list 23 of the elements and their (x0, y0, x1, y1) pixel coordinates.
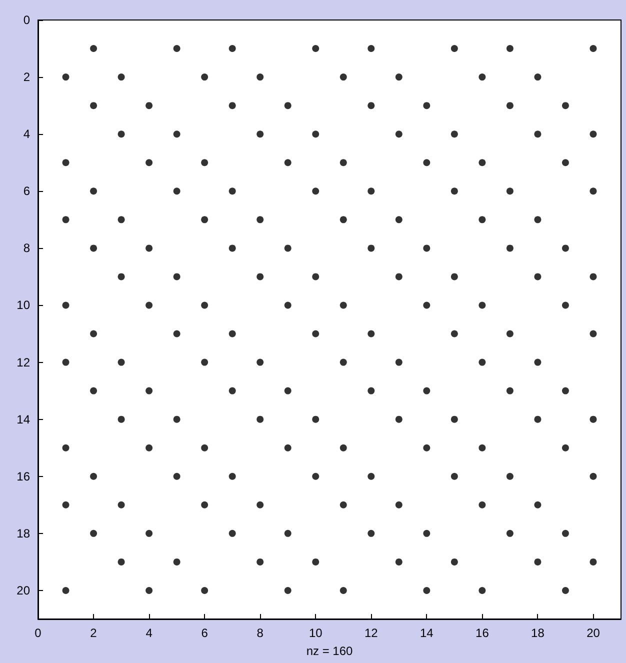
x-tick-label: 2 (90, 626, 98, 640)
y-tick-label: 16 (16, 469, 30, 484)
x-tick-label: 16 (476, 626, 490, 640)
x-tick-label: 10 (308, 626, 323, 640)
y-tick-label: 0 (23, 13, 30, 27)
x-tick-label: 18 (531, 626, 545, 640)
x-tick-label: 12 (364, 626, 378, 640)
y-tick-label: 10 (16, 298, 30, 312)
y-tick-label: 4 (23, 127, 30, 142)
y-tick-label: 8 (23, 241, 30, 256)
y-tick-label: 18 (16, 526, 30, 540)
x-tick-label: 20 (586, 626, 600, 640)
x-tick-label: 8 (256, 626, 264, 640)
y-tick-label: 14 (16, 412, 30, 426)
x-axis-title: nz = 160 (306, 644, 354, 658)
y-tick-label: 12 (16, 355, 30, 370)
y-tick-label: 20 (16, 583, 30, 598)
x-tick-label: 6 (201, 626, 208, 640)
x-tick-label: 14 (420, 626, 434, 640)
x-tick-label: 0 (34, 626, 42, 640)
y-tick-label: 6 (23, 184, 30, 198)
y-tick-label: 2 (23, 70, 30, 84)
x-tick-label: 4 (146, 626, 153, 640)
